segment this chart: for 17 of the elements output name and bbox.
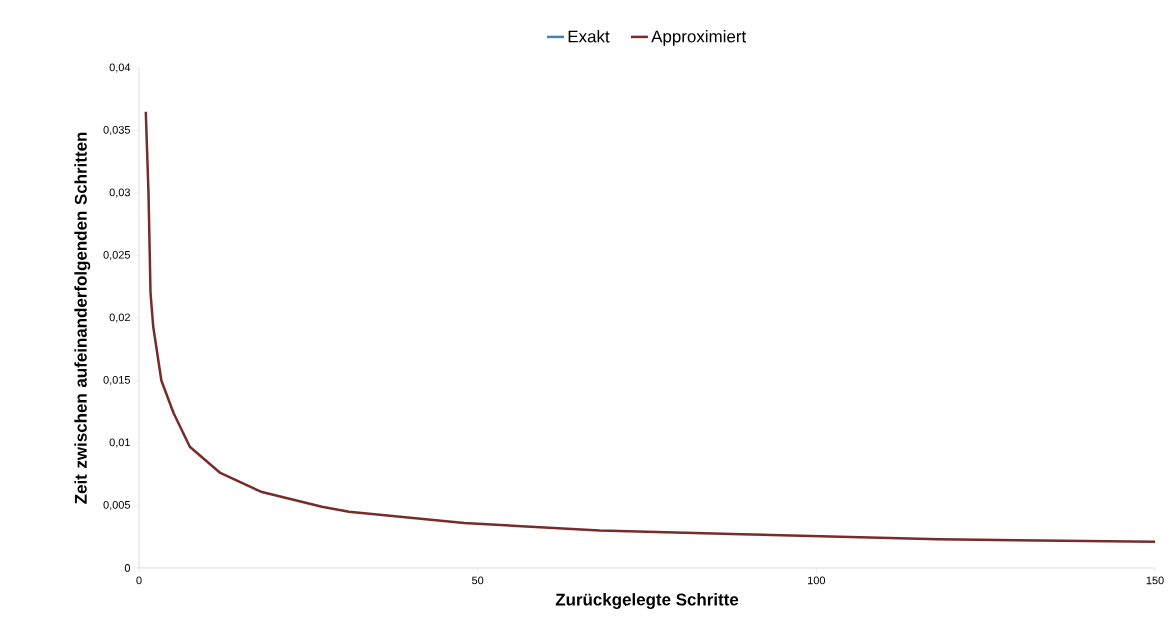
y-tick-label: 0,03 xyxy=(109,188,130,198)
legend-label: Exakt xyxy=(568,30,610,43)
y-tick-label: 0,015 xyxy=(103,375,131,386)
y-axis-title: Zeit zwischen aufeinanderfolgenden Schritten xyxy=(74,132,91,504)
x-tick-label: 100 xyxy=(808,576,826,585)
y-tick-label: 0,025 xyxy=(103,250,131,261)
y-tick-label: 0,035 xyxy=(103,125,131,136)
y-tick-label: 0,02 xyxy=(109,313,130,323)
x-axis-title: Zurückgelegte Schritte xyxy=(555,593,739,609)
y-tick-label: 0 xyxy=(124,564,131,572)
legend-label: Approximiert xyxy=(651,30,747,46)
x-tick-label: 150 xyxy=(1146,576,1164,585)
y-tick-label: 0,04 xyxy=(109,63,131,73)
x-tick-label: 50 xyxy=(472,576,484,585)
y-tick-label: 0,005 xyxy=(103,500,131,511)
x-tick-label: 0 xyxy=(136,576,142,585)
y-tick-label: 0,01 xyxy=(109,438,130,448)
